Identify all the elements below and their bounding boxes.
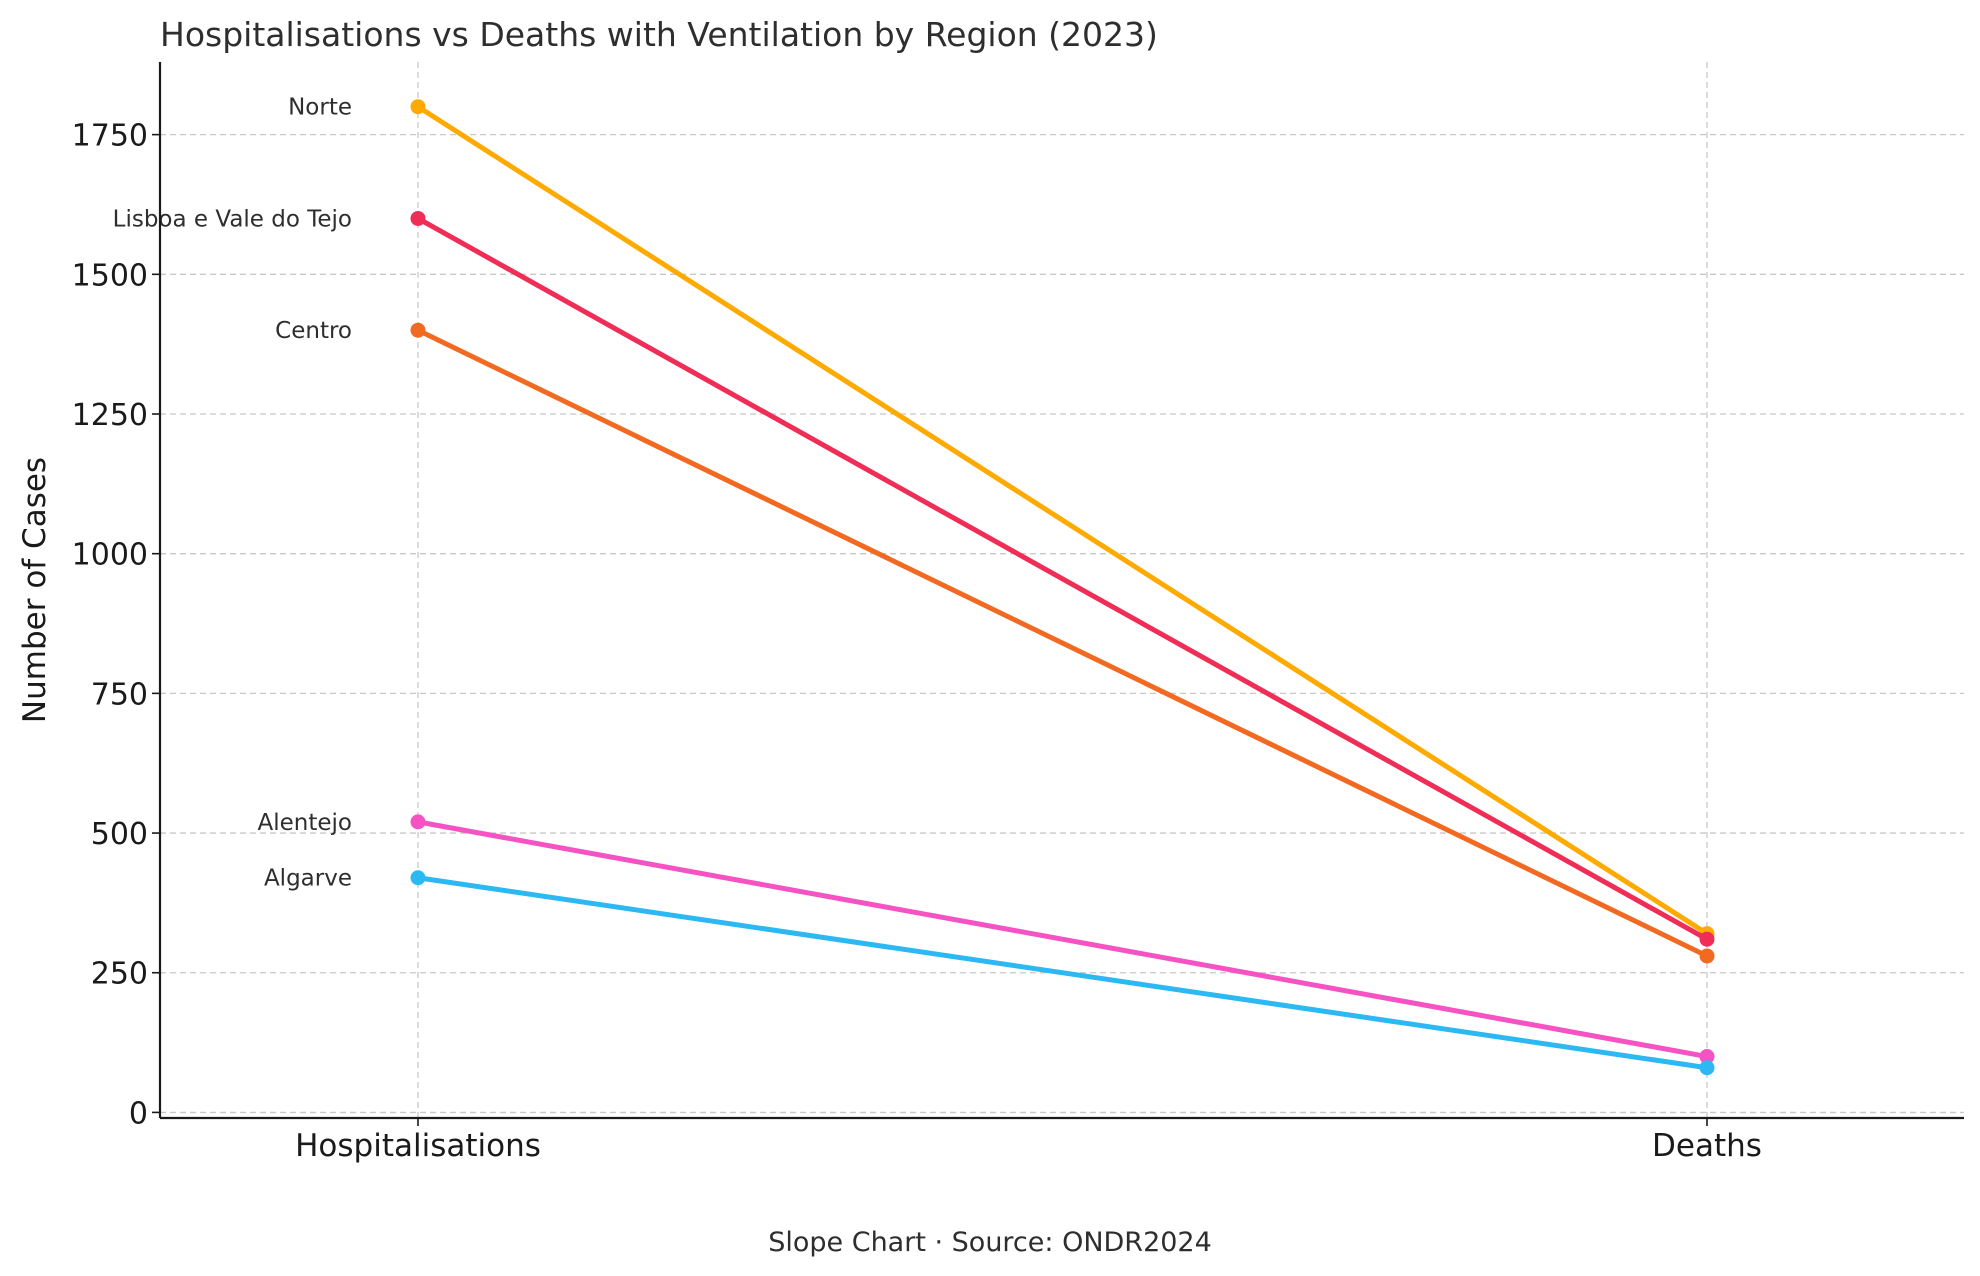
chart-caption: Slope Chart · Source: ONDR2024 [768,1227,1212,1258]
series: Algarve [264,866,1715,1076]
y-tick-label: 250 [91,957,148,992]
series: Centro [275,318,1715,964]
series: Alentejo [258,810,1715,1065]
series-line [415,104,1710,937]
chart-title: Hospitalisations vs Deaths with Ventilat… [160,15,1158,54]
x-ticks: Hospitalisations Deaths [295,1118,1762,1164]
y-tick-label: 1000 [72,538,148,573]
y-ticks: 0 250 500 750 1000 1250 1500 1750 [72,119,160,1131]
series-line [415,327,1710,959]
series: Norte [288,95,1715,942]
series-label: Algarve [264,866,352,892]
data-point [1699,948,1715,964]
y-tick-label: 1250 [72,398,148,433]
y-tick-label: 500 [91,817,148,852]
x-tick-label: Hospitalisations [295,1128,541,1164]
series-label: Alentejo [258,810,352,836]
series-label: Norte [288,95,352,121]
axes [158,62,1964,1120]
series-label: Lisboa e Vale do Tejo [113,206,352,232]
y-tick-label: 1750 [72,119,148,154]
series: Lisboa e Vale do Tejo [113,206,1715,947]
series-line [415,215,1710,942]
data-point [410,322,426,338]
y-tick-label: 1500 [72,258,148,293]
series-line [415,875,1710,1071]
y-tick-label: 0 [129,1096,148,1131]
data-point [410,814,426,830]
y-axis-label: Number of Cases [17,457,53,723]
series-line [415,819,1710,1060]
data-point [1699,1049,1715,1065]
data-point [1699,931,1715,947]
grid [160,62,1964,1118]
series-group: Norte Lisboa e Vale do Tejo Centro Alentejo… [113,95,1715,1076]
y-tick-label: 750 [91,677,148,712]
series-label: Centro [275,318,352,344]
data-point [410,870,426,886]
data-point [1699,1060,1715,1076]
x-tick-label: Deaths [1652,1128,1762,1164]
data-point [410,210,426,226]
data-point [410,99,426,115]
